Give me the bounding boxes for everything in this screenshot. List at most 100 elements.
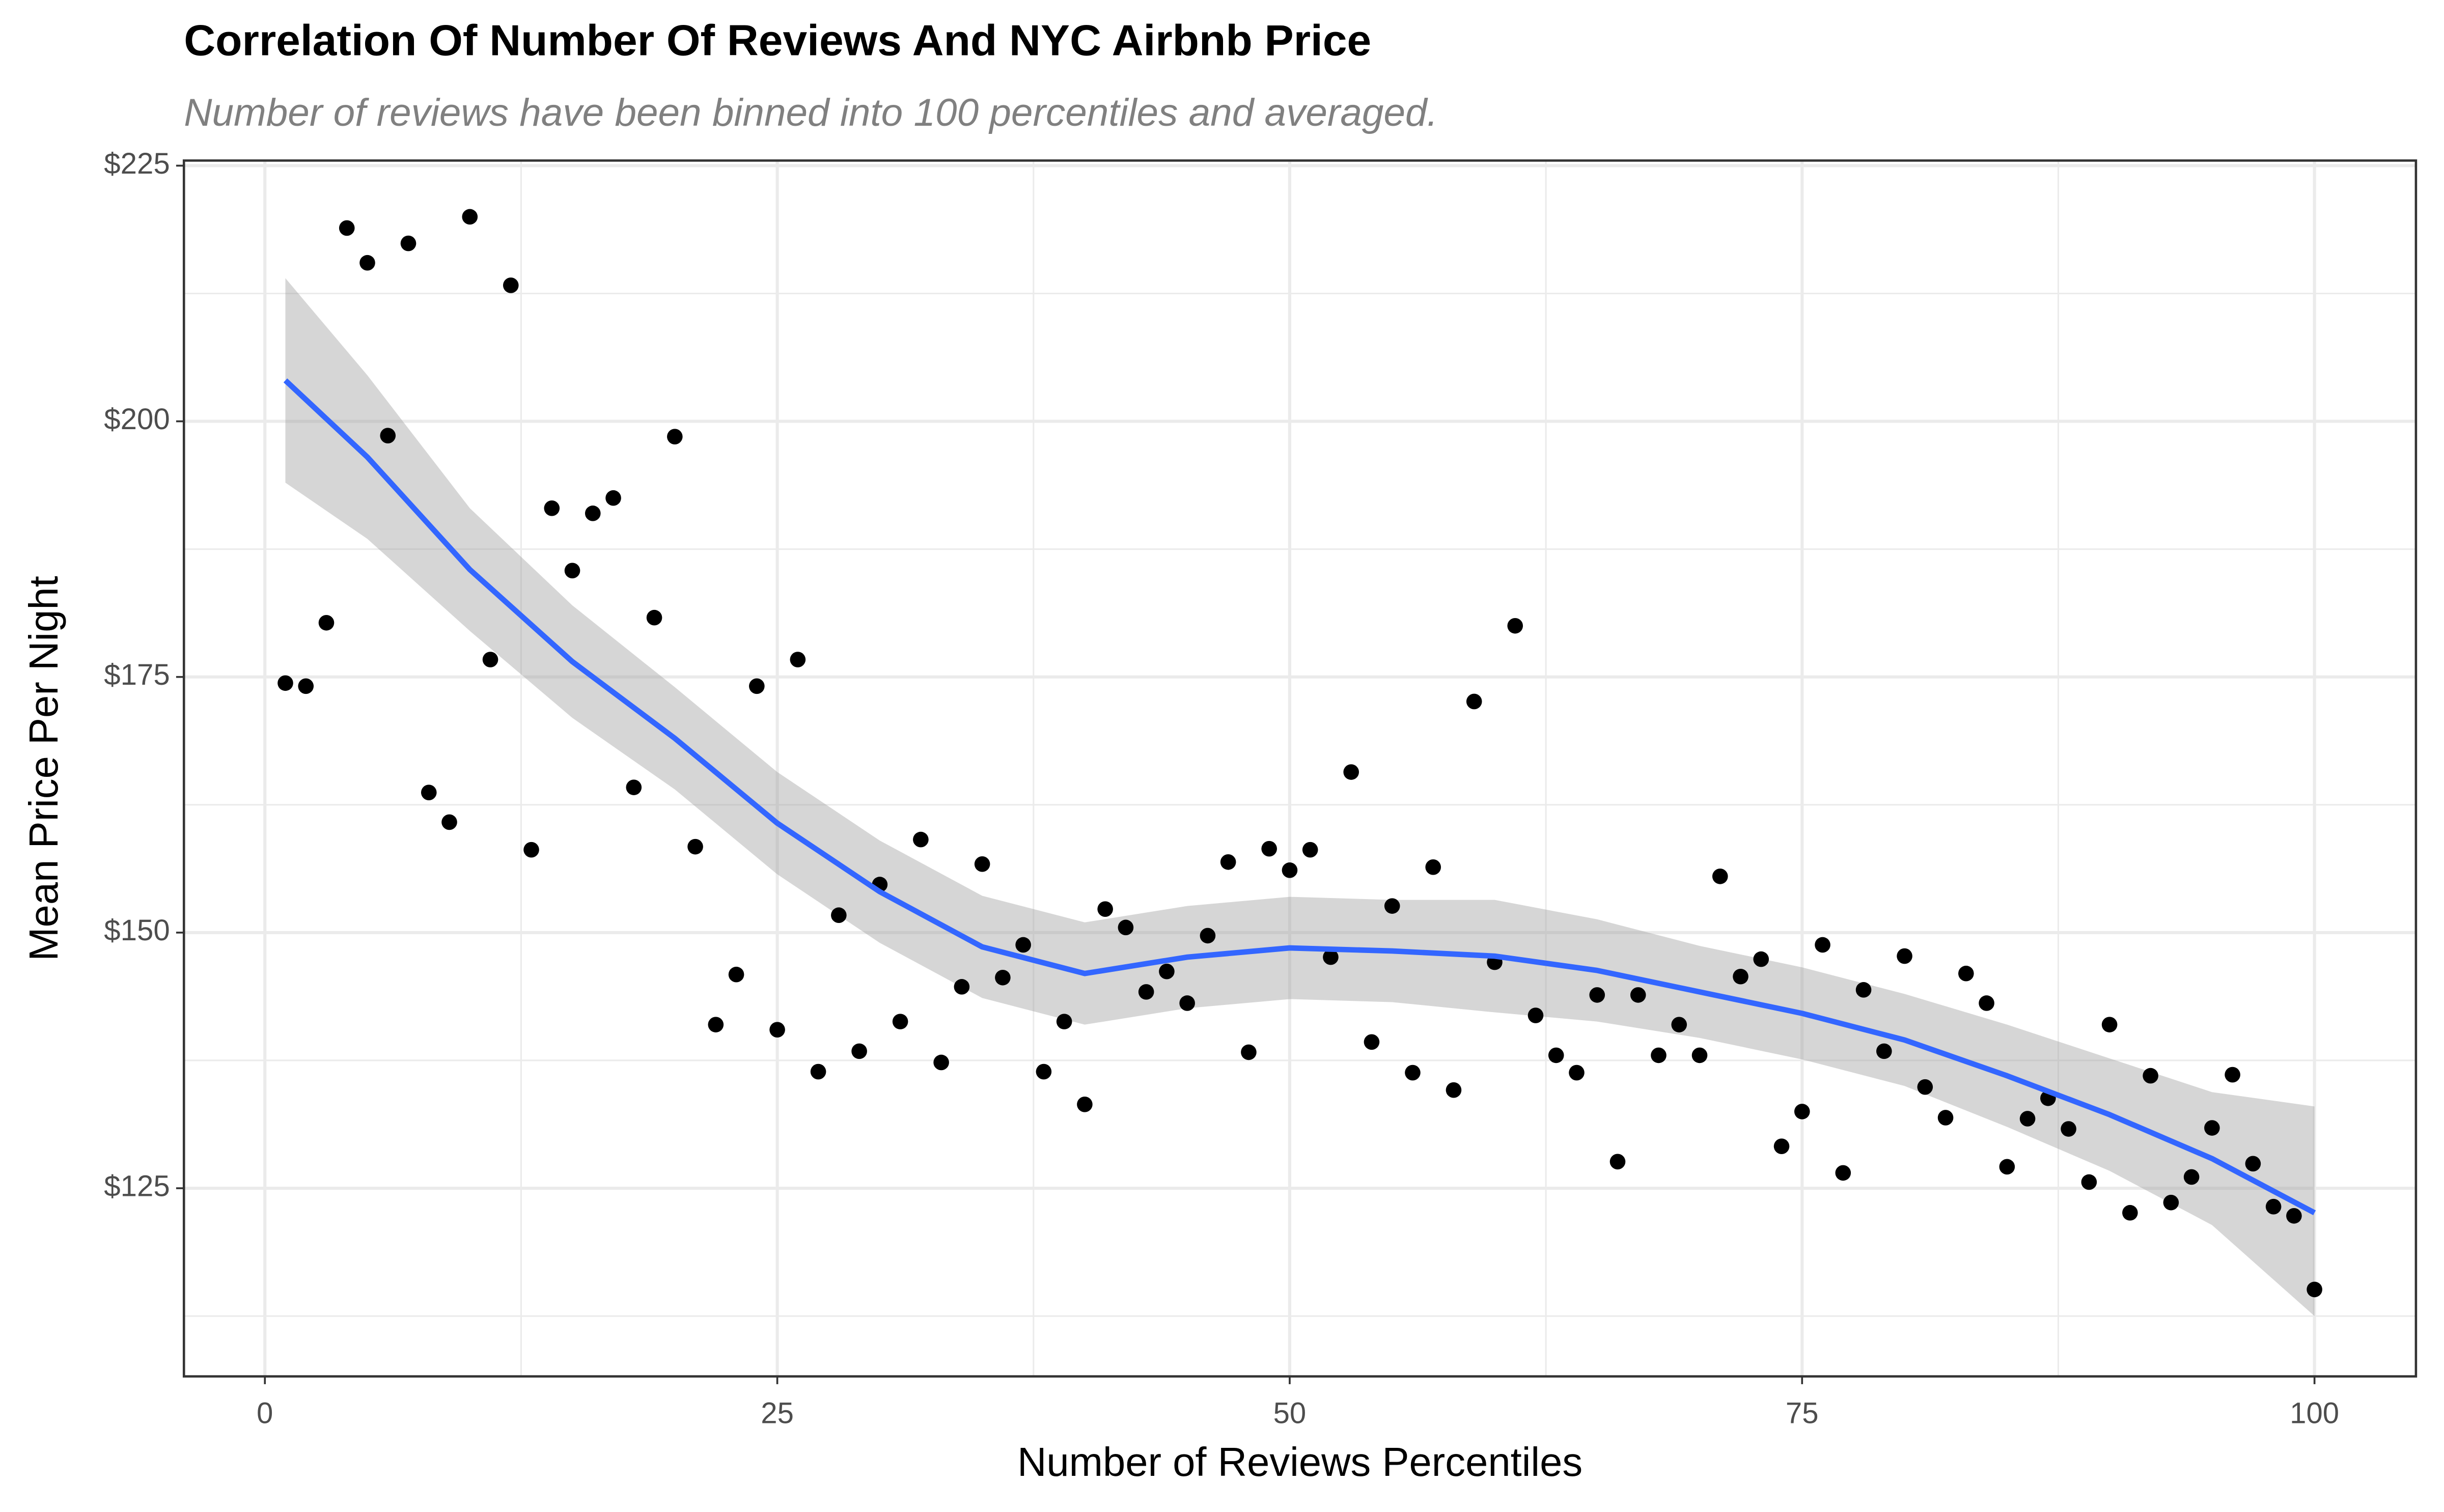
point xyxy=(421,785,437,801)
point xyxy=(913,831,929,848)
point xyxy=(1753,951,1769,967)
point xyxy=(1056,1014,1072,1029)
point xyxy=(2061,1121,2076,1137)
point xyxy=(1589,987,1605,1003)
point xyxy=(1343,764,1359,780)
point xyxy=(1446,1082,1462,1098)
point xyxy=(318,614,335,631)
x-tick-label: 0 xyxy=(257,1397,273,1430)
x-tick-label: 25 xyxy=(761,1397,794,1430)
point xyxy=(1241,1044,1257,1060)
point xyxy=(2122,1205,2138,1221)
point xyxy=(749,678,765,694)
point xyxy=(2204,1120,2220,1136)
chart-subtitle: Number of reviews have been binned into … xyxy=(184,91,1438,134)
x-tick-label: 75 xyxy=(1786,1397,1819,1430)
point xyxy=(339,220,355,236)
point xyxy=(1077,1097,1093,1112)
point xyxy=(298,678,314,694)
point xyxy=(2163,1194,2179,1211)
point xyxy=(2225,1067,2240,1083)
point xyxy=(1651,1047,1667,1063)
point xyxy=(441,814,457,830)
point xyxy=(2183,1169,2200,1185)
point xyxy=(1036,1063,1052,1080)
chart-title: Correlation Of Number Of Reviews And NYC… xyxy=(184,16,1371,65)
point xyxy=(1958,965,1974,982)
plot-border xyxy=(182,159,2418,1378)
point xyxy=(2245,1156,2261,1172)
point xyxy=(1671,1017,1687,1032)
point xyxy=(503,277,519,293)
point xyxy=(277,675,293,691)
point xyxy=(2265,1198,2282,1215)
point xyxy=(2286,1208,2302,1224)
point xyxy=(1261,841,1277,857)
point xyxy=(564,563,580,579)
point xyxy=(1220,854,1236,870)
point xyxy=(523,842,539,858)
point xyxy=(1200,928,1216,944)
point xyxy=(1282,862,1298,878)
point xyxy=(1794,1104,1810,1119)
point xyxy=(790,652,806,667)
point xyxy=(1097,901,1113,917)
point xyxy=(1323,949,1339,965)
point xyxy=(1528,1007,1544,1023)
point xyxy=(646,609,662,626)
y-tick-label: $200 xyxy=(104,403,170,436)
point xyxy=(1876,1043,1892,1059)
point xyxy=(1364,1034,1380,1050)
point xyxy=(2081,1174,2097,1190)
y-tick-label: $175 xyxy=(104,658,170,691)
point xyxy=(933,1054,949,1071)
point xyxy=(1917,1079,1933,1095)
point xyxy=(1466,693,1482,710)
point xyxy=(831,907,847,923)
smooth-line xyxy=(283,378,2316,1215)
point xyxy=(974,856,990,872)
point xyxy=(380,428,396,443)
point xyxy=(851,1043,867,1059)
point xyxy=(1712,869,1728,884)
point xyxy=(769,1022,785,1038)
point xyxy=(1999,1159,2015,1175)
point xyxy=(1855,982,1872,998)
x-tick-label: 50 xyxy=(1273,1397,1307,1430)
y-tick-label: $150 xyxy=(104,914,170,947)
point xyxy=(544,500,560,516)
point xyxy=(1897,948,1912,964)
point xyxy=(1179,995,1195,1011)
point xyxy=(462,209,478,225)
point xyxy=(1507,618,1523,634)
point xyxy=(1979,995,1994,1011)
point xyxy=(1773,1138,1790,1154)
point xyxy=(400,235,416,251)
y-axis-title: Mean Price Per Night xyxy=(21,576,66,961)
point xyxy=(1015,937,1031,953)
point xyxy=(1815,937,1830,953)
point xyxy=(2307,1281,2322,1298)
point xyxy=(892,1014,908,1029)
confidence-band xyxy=(285,278,2315,1317)
point xyxy=(1384,898,1400,914)
point xyxy=(2101,1017,2118,1032)
point xyxy=(687,838,703,855)
point xyxy=(1569,1065,1585,1081)
point xyxy=(1733,968,1748,985)
y-tick-label: $225 xyxy=(104,147,170,180)
x-tick-label: 100 xyxy=(2290,1397,2339,1430)
point xyxy=(585,506,601,521)
point xyxy=(728,966,744,983)
point xyxy=(810,1063,826,1080)
point xyxy=(995,969,1011,986)
point xyxy=(954,979,970,995)
point xyxy=(1835,1165,1851,1181)
point xyxy=(2143,1068,2158,1084)
point xyxy=(1425,859,1441,875)
point xyxy=(1630,987,1646,1003)
point xyxy=(1302,842,1318,858)
point xyxy=(359,255,375,271)
